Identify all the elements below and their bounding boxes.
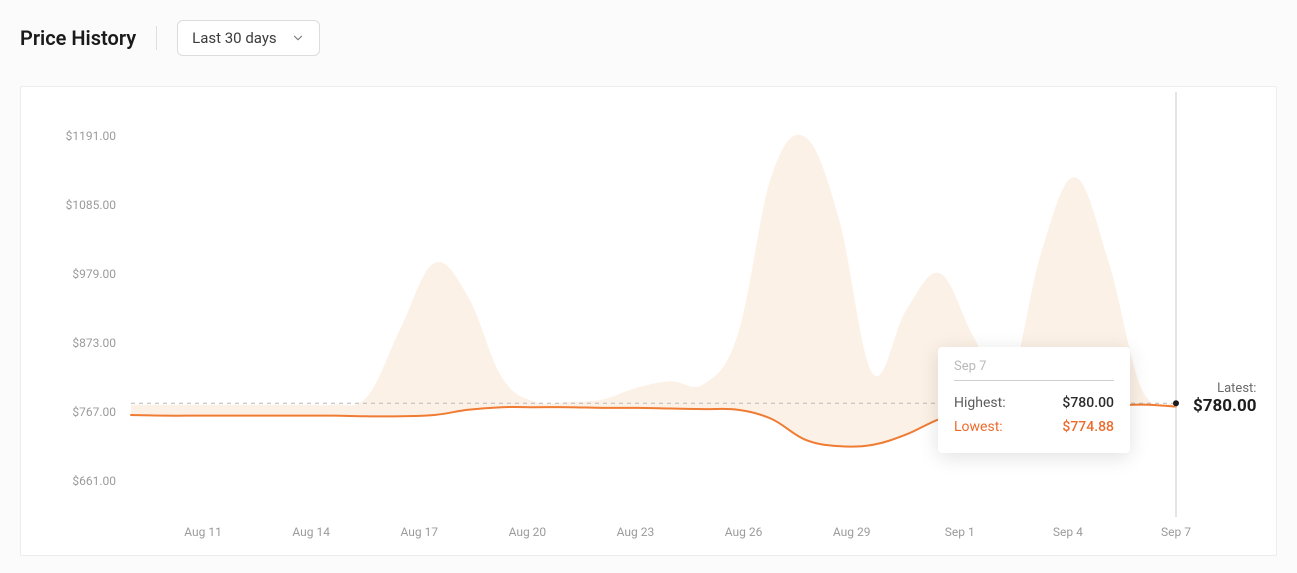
price-tooltip: Sep 7 Highest: $780.00 Lowest: $774.88 — [938, 347, 1130, 453]
tooltip-row-label: Lowest: — [954, 415, 1003, 439]
tooltip-row-label: Highest: — [954, 391, 1006, 415]
tooltip-date: Sep 7 — [954, 359, 1114, 380]
tooltip-row-value: $774.88 — [1062, 415, 1114, 439]
tooltip-separator — [954, 380, 1114, 381]
tooltip-row-hi: Highest: $780.00 — [954, 391, 1114, 415]
latest-dot — [1173, 400, 1179, 406]
price-history-chart[interactable]: $1191.00$1085.00$979.00$873.00$767.00$66… — [20, 86, 1277, 556]
header: Price History Last 30 days — [0, 0, 1297, 66]
latest-badge: Latest:$780.00 — [1193, 381, 1256, 416]
chart-svg — [21, 87, 1278, 557]
range-dropdown-label: Last 30 days — [192, 29, 277, 47]
tooltip-row-value: $780.00 — [1062, 391, 1114, 415]
chevron-down-icon — [291, 31, 305, 45]
latest-label: Latest: — [1193, 381, 1256, 396]
tooltip-row-lo: Lowest: $774.88 — [954, 415, 1114, 439]
title-separator — [156, 26, 157, 50]
page-title: Price History — [20, 26, 136, 50]
range-dropdown[interactable]: Last 30 days — [177, 20, 320, 56]
latest-value: $780.00 — [1193, 396, 1256, 416]
